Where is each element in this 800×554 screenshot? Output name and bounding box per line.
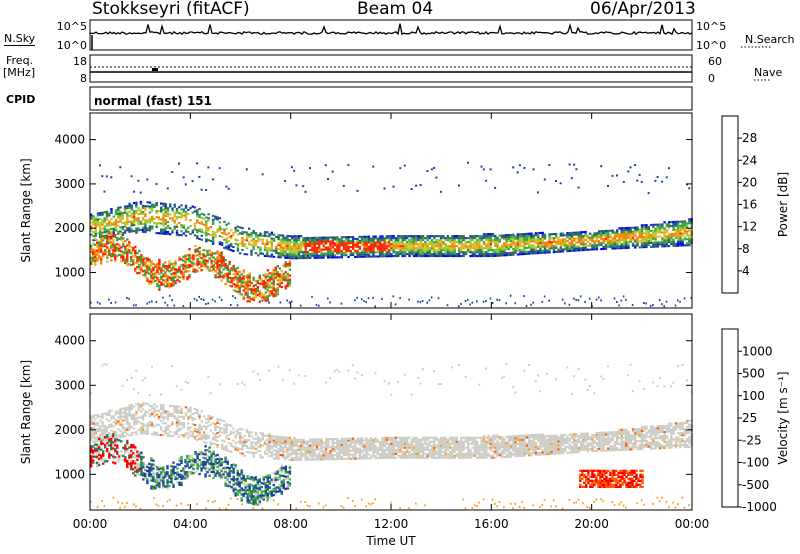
freq-unit-label: [MHz] (3, 66, 36, 79)
strip-frame-3 (89, 86, 693, 111)
y-tick-label-velocity-0: 4000 (54, 334, 85, 348)
freq-tick-top: 18 (73, 55, 87, 68)
nsky-tick-bottom: 10^0 (57, 39, 87, 52)
nsky-label: N.Sky (4, 32, 36, 46)
x-tick-label-5: 20:00 (574, 517, 609, 531)
colorbar-tick-label-power-4: 12 (742, 220, 757, 234)
colorbar-tick-label-power-6: 4 (742, 264, 750, 278)
heatmap-velocity (90, 363, 693, 510)
nsearch-label: N.Search (745, 33, 795, 46)
colorbar-tick-label-velocity-5: -100 (742, 456, 769, 470)
nave-label: Nave (754, 66, 783, 79)
y-tick-label-velocity-3: 1000 (54, 467, 85, 481)
x-tick-label-1: 04:00 (173, 517, 208, 531)
colorbar-tick-label-velocity-0: 1000 (742, 344, 773, 358)
strip-frame-1 (89, 19, 693, 51)
date-title: 06/Apr/2013 (590, 0, 696, 19)
strip-frame-2 (89, 54, 693, 83)
colorbar-tick-label-power-0: 28 (742, 131, 757, 145)
nsearch-tick-top: 10^5 (696, 20, 726, 33)
x-tick-label-2: 08:00 (273, 517, 308, 531)
colorbar-tick-label-velocity-3: 25 (742, 411, 757, 425)
heatmap-power (90, 161, 693, 308)
y-axis-label-power: Slant Range [km] (19, 158, 33, 262)
y-tick-label-power-3: 1000 (54, 266, 85, 280)
nave-tick-bottom: 0 (708, 72, 715, 85)
colorbar-tick-label-power-2: 20 (742, 175, 757, 189)
x-tick-label-0: 00:00 (73, 517, 108, 531)
y-tick-label-power-0: 4000 (54, 133, 85, 147)
colorbar-frame-velocity (721, 328, 739, 508)
x-axis-label: Time UT (365, 534, 416, 548)
nave-tick-top: 60 (708, 55, 722, 68)
colorbar-frame-power (721, 115, 739, 294)
freq-blip (152, 68, 158, 71)
colorbar-tick-label-power-5: 8 (742, 242, 750, 256)
colorbar-tick-label-velocity-6: -500 (742, 478, 769, 492)
cpid-value: normal (fast) 151 (94, 94, 212, 108)
colorbar-tick-label-velocity-1: 500 (742, 367, 765, 381)
x-tick-label-6: 00:00 (675, 517, 710, 531)
colorbar-tick-label-power-1: 24 (742, 153, 757, 167)
y-axis-label-velocity: Slant Range [km] (19, 360, 33, 464)
y-tick-label-power-1: 3000 (54, 177, 85, 191)
panel-frame-power (89, 112, 693, 309)
colorbar-label-power: Power [dB] (776, 172, 790, 237)
colorbar-tick-label-velocity-7: -1000 (742, 500, 777, 514)
beam-title: Beam 04 (357, 0, 434, 19)
nsky-trace (89, 22, 693, 36)
cpid-label: CPID (6, 93, 36, 106)
colorbar-tick-label-velocity-4: -25 (742, 433, 762, 447)
y-tick-label-velocity-2: 2000 (54, 423, 85, 437)
colorbar-label-velocity: Velocity [m s⁻¹] (776, 371, 790, 464)
y-tick-label-velocity-1: 3000 (54, 378, 85, 392)
freq-label: Freq. (6, 54, 34, 67)
x-tick-label-3: 12:00 (374, 517, 409, 531)
colorbar-tick-label-power-3: 16 (742, 198, 757, 212)
nsky-tick-top: 10^5 (57, 20, 87, 33)
y-tick-label-power-2: 2000 (54, 221, 85, 235)
station-title: Stokkseyri (fitACF) (92, 0, 250, 19)
x-tick-label-4: 16:00 (474, 517, 509, 531)
freq-tick-bottom: 8 (80, 72, 87, 85)
nsearch-tick-bottom: 10^0 (696, 39, 726, 52)
colorbar-tick-label-velocity-2: 100 (742, 389, 765, 403)
